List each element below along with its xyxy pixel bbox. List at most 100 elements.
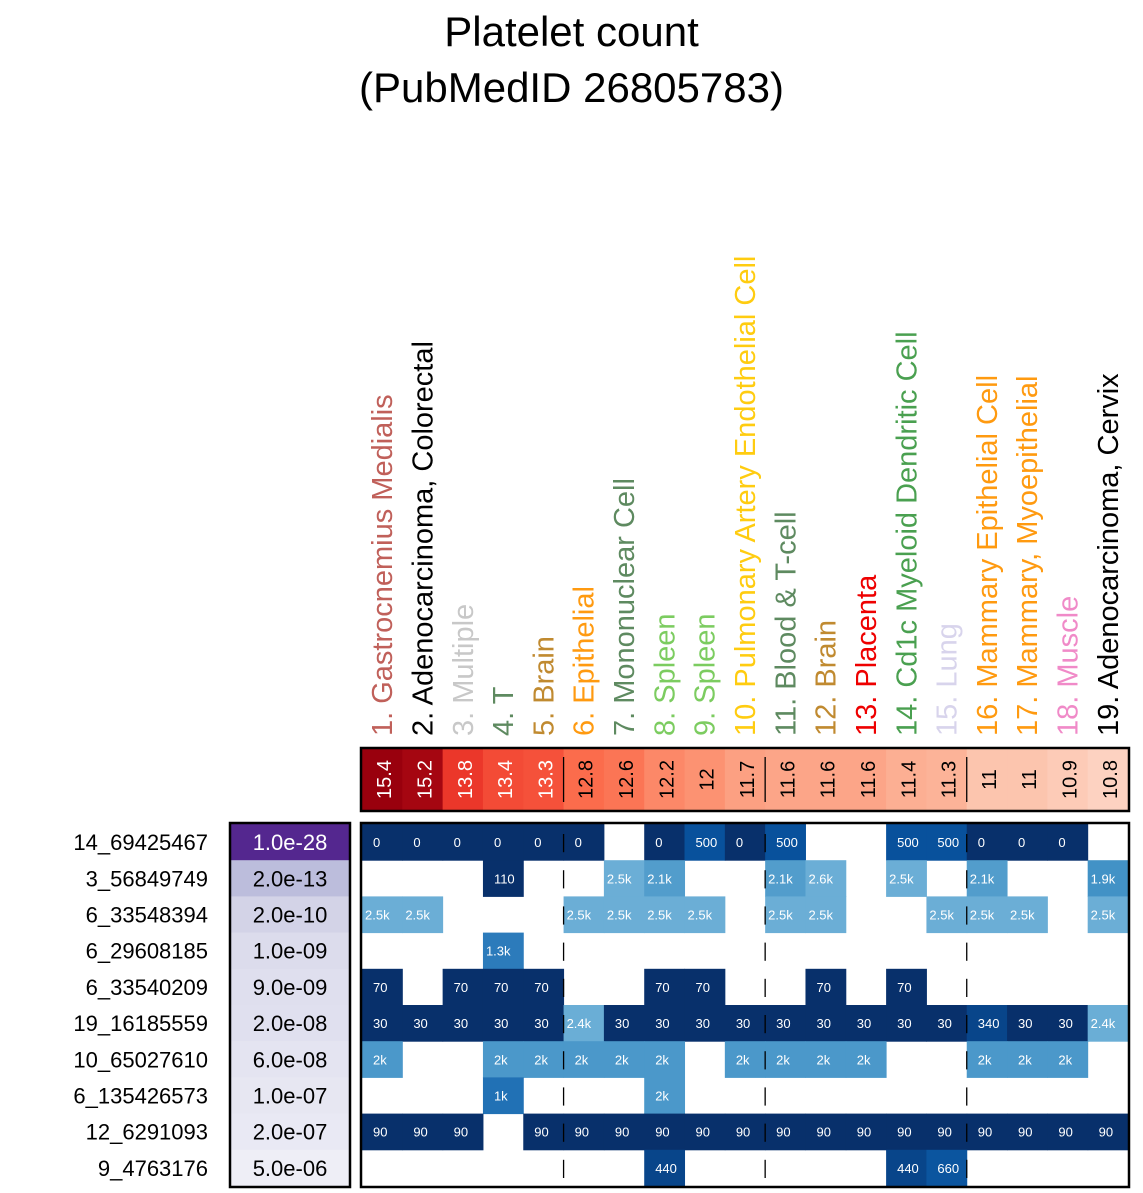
heatmap-cell bbox=[442, 1005, 484, 1042]
cell-value: 0 bbox=[373, 835, 380, 850]
heatmap-cell bbox=[966, 1005, 1008, 1042]
cell-value: 2k bbox=[534, 1052, 548, 1067]
heatmap-cell bbox=[482, 824, 524, 861]
heatmap-cell bbox=[362, 1005, 403, 1042]
heatmap-cell bbox=[684, 896, 726, 934]
column-label: 11. Blood & T-cell bbox=[770, 511, 802, 736]
heatmap-cell bbox=[1007, 1113, 1048, 1151]
heatmap-cell bbox=[1047, 1113, 1089, 1151]
heatmap-cell bbox=[765, 896, 806, 934]
cell-value: 90 bbox=[696, 1125, 710, 1140]
heatmap-cell bbox=[402, 1005, 444, 1042]
heatmap-cell bbox=[765, 860, 806, 897]
score-label: 11.3 bbox=[939, 761, 961, 798]
cell-value: 30 bbox=[615, 1016, 629, 1031]
cell-value: 30 bbox=[937, 1016, 951, 1031]
heatmap-cell bbox=[926, 1113, 968, 1151]
heatmap-cell bbox=[482, 932, 524, 970]
score-cell bbox=[644, 749, 686, 810]
cell-value: 2k bbox=[494, 1052, 508, 1067]
score-cell bbox=[1087, 749, 1129, 810]
pvalue-label: 2.0e-07 bbox=[253, 1120, 328, 1145]
heatmap-cell bbox=[523, 968, 565, 1006]
heatmap-cell bbox=[724, 1113, 766, 1151]
heatmap-cell bbox=[644, 1041, 686, 1078]
cell-value: 2k bbox=[1058, 1052, 1072, 1067]
cell-value: 0 bbox=[655, 835, 662, 850]
score-cell bbox=[886, 749, 927, 810]
heatmap-cell bbox=[362, 1041, 403, 1078]
heatmap-cell bbox=[482, 968, 524, 1006]
cell-value: 90 bbox=[937, 1125, 951, 1140]
cell-value: 30 bbox=[696, 1016, 710, 1031]
column-label: 10. Pulmonary Artery Endothelial Cell bbox=[730, 256, 762, 736]
cell-value: 2.4k bbox=[1091, 1016, 1116, 1031]
heatmap-cell bbox=[644, 1113, 686, 1151]
column-label: 13. Placenta bbox=[851, 574, 883, 736]
heatmap-cell bbox=[966, 896, 1008, 934]
score-row-frame bbox=[359, 746, 1131, 813]
heatmap-cell bbox=[482, 860, 524, 897]
cell-value: 30 bbox=[736, 1016, 750, 1031]
cell-value: 500 bbox=[937, 835, 959, 850]
cell-value: 30 bbox=[897, 1016, 911, 1031]
heatmap-cell bbox=[805, 1005, 847, 1042]
snp-label: 19_16185559 bbox=[73, 1011, 208, 1036]
cell-value: 2.5k bbox=[808, 908, 833, 923]
heatmap-cell bbox=[563, 1041, 605, 1078]
column-label: 14. Cd1c Myeloid Dendritic Cell bbox=[891, 331, 923, 736]
cell-value: 30 bbox=[494, 1016, 508, 1031]
score-cell bbox=[845, 749, 887, 810]
cell-value: 70 bbox=[534, 980, 548, 995]
cell-value: 70 bbox=[655, 980, 669, 995]
cell-value: 2.5k bbox=[768, 908, 793, 923]
heatmap-cell bbox=[684, 824, 726, 861]
score-cell bbox=[603, 749, 645, 810]
cell-value: 90 bbox=[413, 1125, 427, 1140]
column-label: 19. Adenocarcinoma, Cervix bbox=[1093, 373, 1125, 736]
cell-value: 0 bbox=[454, 835, 461, 850]
cell-value: 2.4k bbox=[567, 1016, 592, 1031]
heatmap-cell bbox=[684, 1113, 726, 1151]
cell-value: 0 bbox=[736, 835, 743, 850]
cell-value: 2k bbox=[373, 1052, 387, 1067]
pvalue-cell bbox=[231, 824, 349, 861]
column-label: 8. Spleen bbox=[649, 613, 681, 736]
heatmap-cell bbox=[644, 1077, 686, 1115]
score-cell bbox=[362, 749, 403, 810]
cell-value: 0 bbox=[494, 835, 501, 850]
row-labels: 14_69425467 3_56849749 6_33548394 6_2960818… bbox=[73, 830, 208, 1181]
heatmap-cell bbox=[1007, 1041, 1048, 1078]
cell-value: 2.5k bbox=[889, 871, 914, 886]
heatmap-cell bbox=[603, 860, 645, 897]
cell-value: 30 bbox=[776, 1016, 790, 1031]
heatmap-cell bbox=[563, 824, 605, 861]
pvalue-cell bbox=[231, 860, 349, 897]
cell-value: 70 bbox=[696, 980, 710, 995]
pvalue-label: 1.0e-09 bbox=[253, 939, 328, 964]
heatmap-cells: 0 0 0 0 0 0 0 500 0 500 500 500 0 0 0 110 2.5k 2.1k 2.1k 2.… bbox=[362, 824, 1129, 1187]
score-cell bbox=[1007, 749, 1048, 810]
heatmap-cell bbox=[1087, 1113, 1129, 1151]
cell-value: 90 bbox=[575, 1125, 589, 1140]
cell-value: 90 bbox=[776, 1125, 790, 1140]
heatmap-frame bbox=[359, 821, 1131, 1189]
cell-value: 2.6k bbox=[808, 871, 833, 886]
heatmap-cell bbox=[1007, 824, 1048, 861]
pvalue-label: 2.0e-10 bbox=[253, 903, 328, 928]
chart-title-line-2: (PubMedID 26805783) bbox=[359, 64, 784, 111]
heatmap-cell bbox=[482, 1005, 524, 1042]
column-label: 12. Brain bbox=[811, 620, 843, 736]
cell-value: 30 bbox=[857, 1016, 871, 1031]
cell-value: 2k bbox=[776, 1052, 790, 1067]
heatmap-cell bbox=[684, 968, 726, 1006]
pvalue-label: 5.0e-06 bbox=[253, 1156, 328, 1181]
heatmap-cell bbox=[644, 860, 686, 897]
cell-value: 90 bbox=[615, 1125, 629, 1140]
cell-value: 90 bbox=[1058, 1125, 1072, 1140]
column-label: 9. Spleen bbox=[690, 613, 722, 736]
cell-value: 90 bbox=[1018, 1125, 1032, 1140]
score-cell bbox=[1047, 749, 1089, 810]
heatmap-cell bbox=[442, 968, 484, 1006]
